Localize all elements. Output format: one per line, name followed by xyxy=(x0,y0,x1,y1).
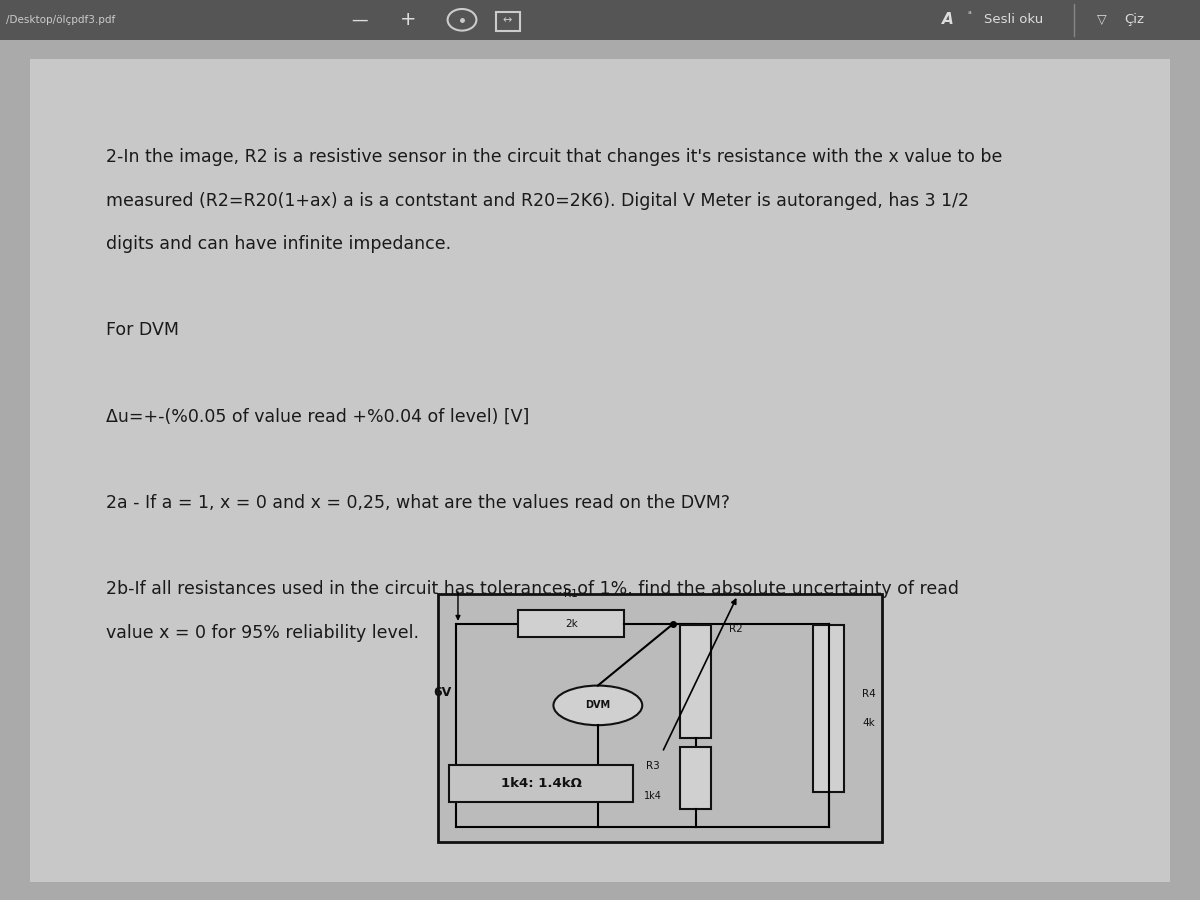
Text: Sesli oku: Sesli oku xyxy=(984,14,1044,26)
Text: A: A xyxy=(942,13,954,27)
Bar xyxy=(449,765,634,802)
Bar xyxy=(680,625,712,738)
Text: +: + xyxy=(400,10,416,30)
Text: R1: R1 xyxy=(564,589,578,599)
Text: ▽: ▽ xyxy=(1097,14,1106,26)
Text: 2b-If all resistances used in the circuit has tolerances of 1%, find the absolut: 2b-If all resistances used in the circui… xyxy=(106,580,959,598)
Text: R4: R4 xyxy=(862,688,876,698)
Text: value x = 0 for 95% reliability level.: value x = 0 for 95% reliability level. xyxy=(106,624,419,642)
Text: Çiz: Çiz xyxy=(1124,14,1144,26)
Bar xyxy=(0,0,1200,40)
Text: 4k: 4k xyxy=(862,718,875,728)
Text: DVM: DVM xyxy=(586,700,611,710)
Text: Δu=+-(%0.05 of value read +%0.04 of level) [V]: Δu=+-(%0.05 of value read +%0.04 of leve… xyxy=(106,408,529,426)
Bar xyxy=(518,610,624,637)
Bar xyxy=(814,625,845,792)
Text: R2: R2 xyxy=(728,624,743,634)
Text: measured (R2=R20(1+ax) a is a contstant and R20=2K6). Digital V Meter is autoran: measured (R2=R20(1+ax) a is a contstant … xyxy=(106,192,968,210)
Text: 1k4: 1k4 xyxy=(644,791,662,801)
Text: 2a - If a = 1, x = 0 and x = 0,25, what are the values read on the DVM?: 2a - If a = 1, x = 0 and x = 0,25, what … xyxy=(106,494,730,512)
Text: R3: R3 xyxy=(647,761,660,771)
Text: 6V: 6V xyxy=(433,687,451,699)
Text: 2k: 2k xyxy=(565,618,577,629)
Bar xyxy=(496,12,520,31)
Bar xyxy=(680,747,712,809)
Text: /Desktop/ölçpdf3.pdf: /Desktop/ölçpdf3.pdf xyxy=(6,14,115,25)
Text: For DVM: For DVM xyxy=(106,321,179,339)
Bar xyxy=(438,594,882,842)
Ellipse shape xyxy=(553,686,642,725)
Text: —: — xyxy=(352,11,368,29)
Text: ↔: ↔ xyxy=(503,14,512,25)
Text: 1k4: 1.4kΩ: 1k4: 1.4kΩ xyxy=(500,777,582,790)
Text: digits and can have infinite impedance.: digits and can have infinite impedance. xyxy=(106,235,451,253)
Text: 2-In the image, R2 is a resistive sensor in the circuit that changes it's resist: 2-In the image, R2 is a resistive sensor… xyxy=(106,148,1002,166)
Text: ᵃ: ᵃ xyxy=(967,10,972,21)
